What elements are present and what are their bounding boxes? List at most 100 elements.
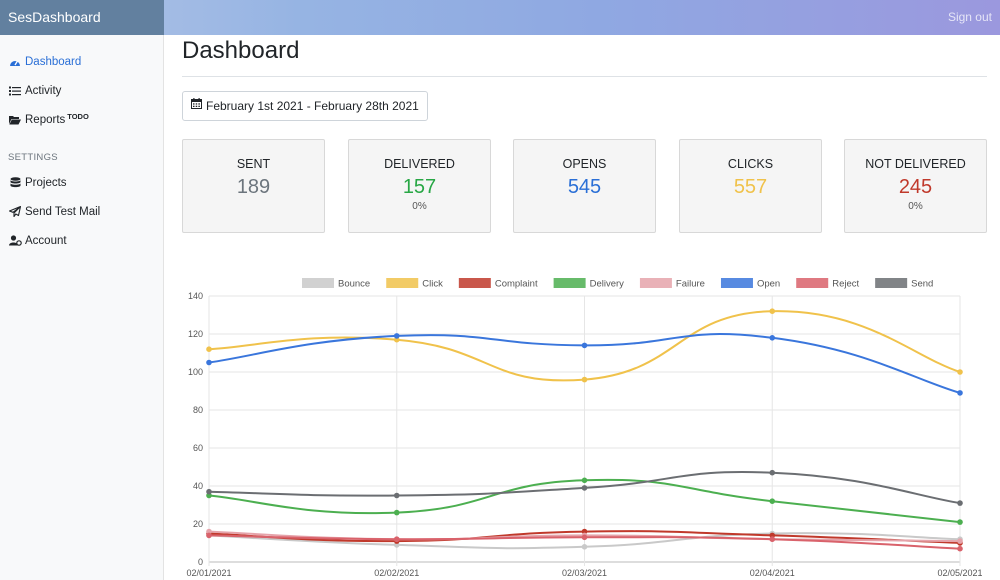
stat-value: 557 [733, 176, 768, 198]
data-point-send [206, 488, 212, 495]
stat-label: NOT DELIVERED [865, 157, 966, 171]
y-tick-label: 60 [193, 443, 203, 453]
stat-value: 189 [236, 176, 271, 198]
database-icon [8, 177, 22, 188]
data-point-bounce [581, 544, 588, 550]
x-tick-label: 02/04/2021 [750, 568, 795, 578]
stat-label: CLICKS [727, 157, 774, 171]
stat-value: 545 [567, 176, 602, 198]
legend-swatch [720, 278, 753, 288]
legend-swatch [458, 278, 491, 288]
data-point-failure [957, 538, 963, 544]
legend-label: Reject [832, 279, 859, 290]
folder-open-icon [8, 115, 22, 125]
gauge-icon [8, 57, 22, 67]
legend-swatch [875, 278, 908, 288]
legend-label: Delivery [590, 279, 625, 290]
data-point-reject [957, 545, 963, 552]
stat-label: OPENS [562, 157, 607, 171]
calendar-icon [191, 92, 202, 120]
data-point-click [769, 308, 776, 314]
brand-logo[interactable]: SesDashboard [0, 0, 164, 35]
data-point-send [581, 485, 588, 491]
sidebar-item-label: Projects [25, 176, 67, 189]
y-tick-label: 40 [193, 481, 203, 491]
stat-label: SENT [236, 157, 271, 171]
page-title: Dashboard [182, 35, 987, 77]
y-tick-label: 0 [198, 557, 203, 567]
stat-value: 245 [898, 176, 933, 198]
data-point-reject [206, 532, 212, 539]
sidebar-item-label: Send Test Mail [25, 205, 101, 218]
data-point-reject [393, 536, 400, 542]
y-tick-label: 80 [193, 405, 203, 415]
data-point-open [206, 359, 212, 366]
stat-card-not-delivered: NOT DELIVERED 245 0% [844, 139, 987, 233]
legend-swatch [553, 278, 586, 288]
data-point-open [393, 333, 400, 339]
data-point-click [206, 346, 212, 352]
paper-plane-icon [8, 206, 22, 217]
stat-percent: 0% [908, 201, 923, 212]
sidebar-item-label: Activity [25, 84, 62, 97]
user-cog-icon [8, 235, 22, 246]
data-point-delivery [769, 498, 776, 504]
main-content: Dashboard February 1st 2021 - February 2… [182, 35, 987, 233]
sidebar-item-activity[interactable]: Activity [0, 76, 163, 105]
legend-label: Bounce [338, 279, 370, 290]
data-point-click [957, 369, 963, 375]
data-point-delivery [957, 519, 963, 525]
sidebar-item-dashboard[interactable]: Dashboard [0, 47, 163, 76]
data-point-send [393, 492, 400, 499]
legend-label: Click [422, 279, 443, 290]
data-point-reject [769, 536, 776, 542]
sidebar-item-label: Account [25, 234, 67, 247]
x-tick-label: 02/03/2021 [562, 568, 607, 578]
sidebar-item-account[interactable]: Account [0, 226, 163, 255]
date-range-text: February 1st 2021 - February 28th 2021 [206, 99, 419, 113]
data-point-reject [581, 534, 588, 541]
sidebar: Dashboard Activity Reports TODO SETTINGS… [0, 35, 164, 580]
legend-label: Failure [676, 279, 705, 290]
data-point-open [769, 335, 776, 341]
sidebar-item-send-test-mail[interactable]: Send Test Mail [0, 197, 163, 226]
data-point-delivery [393, 509, 400, 516]
legend-swatch [386, 278, 419, 288]
top-navbar: SesDashboard Sign out [0, 0, 1000, 35]
settings-heading: SETTINGS [8, 152, 58, 163]
date-range-picker[interactable]: February 1st 2021 - February 28th 2021 [182, 91, 428, 121]
data-point-send [957, 500, 963, 506]
sidebar-item-label: Reports [25, 113, 66, 126]
legend-swatch [796, 278, 829, 288]
data-point-open [957, 390, 963, 396]
sidebar-item-label: Dashboard [25, 55, 82, 68]
todo-badge: TODO [67, 112, 89, 121]
sidebar-item-projects[interactable]: Projects [0, 168, 163, 197]
x-tick-label: 02/01/2021 [186, 568, 231, 578]
sidebar-nav: Dashboard Activity Reports TODO [0, 35, 163, 134]
stat-label: DELIVERED [384, 157, 455, 171]
data-point-open [581, 342, 588, 349]
data-point-send [769, 469, 776, 476]
sidebar-item-reports[interactable]: Reports TODO [0, 105, 163, 134]
events-line-chart: 0 20 40 60 80 100 120 140 02/01/2021 02/02/2021 02… [186, 278, 982, 578]
stat-card-opens: OPENS 545 [513, 139, 656, 233]
stat-value: 157 [402, 176, 437, 198]
legend-swatch [639, 278, 672, 288]
sign-out-link[interactable]: Sign out [947, 10, 992, 24]
stat-card-delivered: DELIVERED 157 0% [348, 139, 491, 233]
stat-card-clicks: CLICKS 557 [679, 139, 822, 233]
legend-label: Send [911, 279, 933, 290]
x-tick-label: 02/02/2021 [374, 568, 419, 578]
y-tick-label: 120 [188, 329, 203, 339]
legend-swatch [302, 278, 334, 288]
legend-label: Open [757, 279, 780, 290]
stat-percent: 0% [412, 201, 427, 212]
list-icon [8, 86, 22, 96]
data-point-click [581, 376, 588, 383]
y-tick-label: 140 [188, 291, 203, 301]
settings-nav: Projects Send Test Mail Account [0, 168, 163, 255]
stat-card-sent: SENT 189 [182, 139, 325, 233]
y-tick-label: 20 [193, 519, 203, 529]
stats-cards: SENT 189 DELIVERED 157 0% OPENS 545 CLIC… [182, 139, 987, 233]
